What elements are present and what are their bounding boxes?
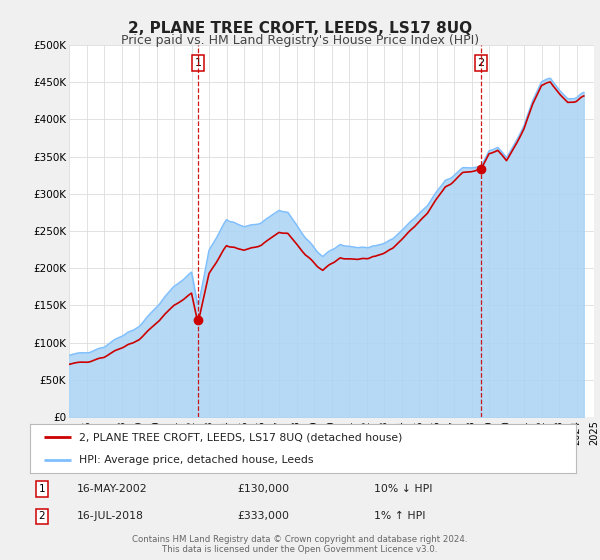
- Text: 2: 2: [38, 511, 46, 521]
- Text: 16-MAY-2002: 16-MAY-2002: [76, 484, 147, 494]
- Text: 1: 1: [38, 484, 46, 494]
- Text: HPI: Average price, detached house, Leeds: HPI: Average price, detached house, Leed…: [79, 455, 314, 465]
- Text: £333,000: £333,000: [238, 511, 289, 521]
- Text: 2: 2: [478, 58, 485, 68]
- Text: 2, PLANE TREE CROFT, LEEDS, LS17 8UQ: 2, PLANE TREE CROFT, LEEDS, LS17 8UQ: [128, 21, 472, 36]
- Text: Price paid vs. HM Land Registry's House Price Index (HPI): Price paid vs. HM Land Registry's House …: [121, 34, 479, 46]
- Text: £130,000: £130,000: [238, 484, 290, 494]
- Text: 1: 1: [194, 58, 202, 68]
- Text: This data is licensed under the Open Government Licence v3.0.: This data is licensed under the Open Gov…: [163, 545, 437, 554]
- Text: 16-JUL-2018: 16-JUL-2018: [76, 511, 143, 521]
- Text: 2, PLANE TREE CROFT, LEEDS, LS17 8UQ (detached house): 2, PLANE TREE CROFT, LEEDS, LS17 8UQ (de…: [79, 433, 403, 443]
- Text: Contains HM Land Registry data © Crown copyright and database right 2024.: Contains HM Land Registry data © Crown c…: [132, 535, 468, 544]
- Text: 10% ↓ HPI: 10% ↓ HPI: [374, 484, 433, 494]
- Text: 1% ↑ HPI: 1% ↑ HPI: [374, 511, 425, 521]
